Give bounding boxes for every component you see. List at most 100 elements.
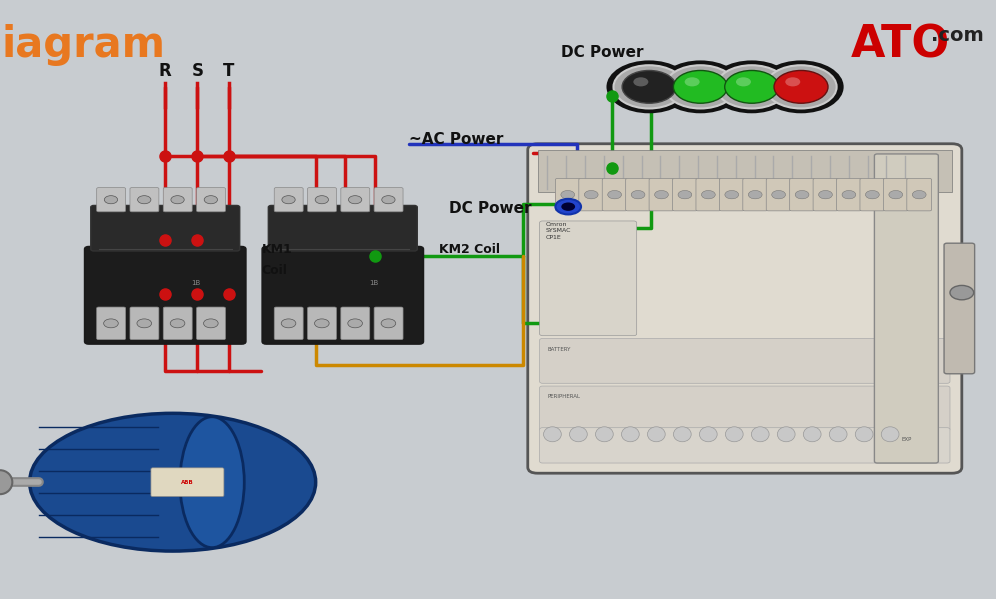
Circle shape <box>710 62 793 112</box>
Circle shape <box>204 196 217 204</box>
Circle shape <box>659 62 742 112</box>
Circle shape <box>765 65 837 108</box>
Text: 1B: 1B <box>369 280 378 286</box>
Circle shape <box>622 71 676 103</box>
Circle shape <box>912 190 926 199</box>
Ellipse shape <box>570 426 588 442</box>
Circle shape <box>684 77 699 86</box>
Ellipse shape <box>856 426 873 442</box>
Text: Coil: Coil <box>261 265 287 277</box>
FancyBboxPatch shape <box>766 179 791 211</box>
Text: EXP: EXP <box>901 437 911 442</box>
Circle shape <box>203 319 218 328</box>
Circle shape <box>348 319 363 328</box>
Text: ATO: ATO <box>851 24 949 67</box>
Circle shape <box>170 319 185 328</box>
Circle shape <box>678 190 692 199</box>
Circle shape <box>281 319 296 328</box>
Circle shape <box>736 77 751 86</box>
Circle shape <box>349 196 362 204</box>
FancyBboxPatch shape <box>874 154 938 463</box>
Circle shape <box>556 199 581 214</box>
Text: KM2 Coil: KM2 Coil <box>439 243 500 256</box>
Circle shape <box>614 65 684 108</box>
FancyBboxPatch shape <box>540 428 950 463</box>
Circle shape <box>819 190 833 199</box>
Ellipse shape <box>751 426 769 442</box>
FancyBboxPatch shape <box>163 307 192 340</box>
FancyBboxPatch shape <box>374 307 403 340</box>
Ellipse shape <box>673 426 691 442</box>
FancyBboxPatch shape <box>97 187 125 212</box>
Text: S: S <box>191 62 203 80</box>
Circle shape <box>795 190 809 199</box>
FancyBboxPatch shape <box>374 187 403 212</box>
Circle shape <box>561 190 575 199</box>
Circle shape <box>654 190 668 199</box>
FancyBboxPatch shape <box>696 179 721 211</box>
FancyBboxPatch shape <box>97 307 125 340</box>
FancyBboxPatch shape <box>196 307 225 340</box>
FancyBboxPatch shape <box>719 179 744 211</box>
FancyBboxPatch shape <box>129 307 159 340</box>
Ellipse shape <box>622 426 639 442</box>
FancyBboxPatch shape <box>556 179 580 211</box>
Circle shape <box>562 202 575 211</box>
FancyBboxPatch shape <box>603 179 627 211</box>
Text: 1B: 1B <box>191 280 200 286</box>
Text: R: R <box>158 62 171 80</box>
FancyBboxPatch shape <box>308 307 337 340</box>
FancyBboxPatch shape <box>163 187 192 212</box>
Circle shape <box>701 190 715 199</box>
Ellipse shape <box>180 417 244 547</box>
FancyBboxPatch shape <box>790 179 815 211</box>
Ellipse shape <box>725 426 743 442</box>
Circle shape <box>664 65 736 108</box>
Ellipse shape <box>777 426 795 442</box>
Text: PERIPHERAL: PERIPHERAL <box>548 394 581 399</box>
FancyBboxPatch shape <box>540 338 950 383</box>
Circle shape <box>760 62 843 112</box>
Text: ABB: ABB <box>181 480 194 485</box>
FancyBboxPatch shape <box>268 205 417 251</box>
FancyBboxPatch shape <box>649 179 674 211</box>
Circle shape <box>137 196 151 204</box>
Circle shape <box>105 196 118 204</box>
FancyBboxPatch shape <box>274 187 303 212</box>
Ellipse shape <box>544 426 562 442</box>
Circle shape <box>774 71 828 103</box>
FancyBboxPatch shape <box>262 247 423 344</box>
Circle shape <box>633 77 648 86</box>
Ellipse shape <box>596 426 614 442</box>
Circle shape <box>842 190 856 199</box>
FancyBboxPatch shape <box>308 187 337 212</box>
Text: Omron
SYSMAC
CP1E: Omron SYSMAC CP1E <box>546 222 571 240</box>
Circle shape <box>888 190 902 199</box>
Circle shape <box>136 319 151 328</box>
Circle shape <box>772 190 786 199</box>
Circle shape <box>785 77 800 86</box>
FancyBboxPatch shape <box>341 307 370 340</box>
FancyBboxPatch shape <box>538 150 952 192</box>
FancyBboxPatch shape <box>579 179 604 211</box>
Ellipse shape <box>881 426 899 442</box>
Circle shape <box>171 196 184 204</box>
FancyBboxPatch shape <box>540 221 636 335</box>
Circle shape <box>608 62 690 112</box>
FancyBboxPatch shape <box>341 187 370 212</box>
Text: BATTERY: BATTERY <box>548 347 571 352</box>
Circle shape <box>315 319 329 328</box>
Circle shape <box>608 190 622 199</box>
Text: iagram: iagram <box>2 24 166 66</box>
Circle shape <box>381 196 395 204</box>
FancyBboxPatch shape <box>540 386 950 431</box>
FancyBboxPatch shape <box>860 179 884 211</box>
FancyBboxPatch shape <box>672 179 697 211</box>
Circle shape <box>716 65 787 108</box>
Ellipse shape <box>0 470 12 494</box>
Circle shape <box>381 319 395 328</box>
Ellipse shape <box>30 413 316 551</box>
Text: T: T <box>223 62 234 80</box>
FancyBboxPatch shape <box>196 187 225 212</box>
FancyBboxPatch shape <box>151 468 224 497</box>
